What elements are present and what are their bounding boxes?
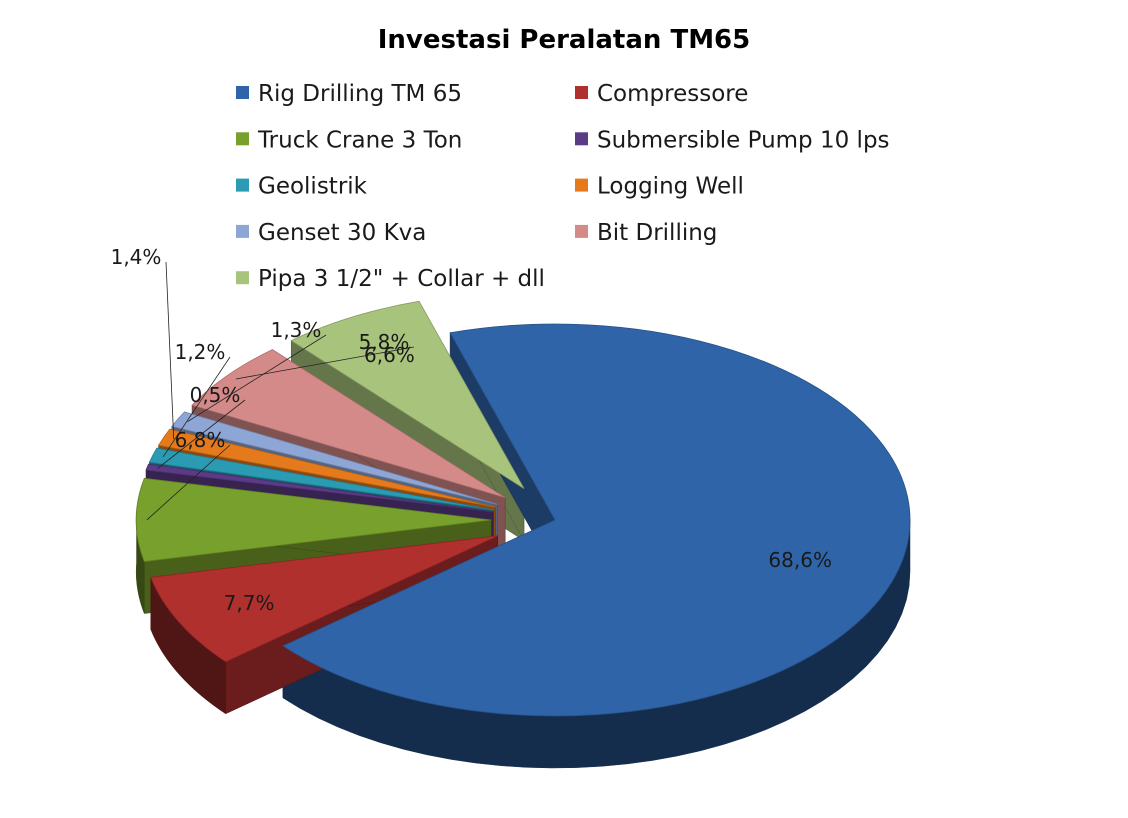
slice-submersible-pump-10-lps [145,463,493,513]
legend-label-rig-drilling-tm-65: Rig Drilling TM 65 [258,81,462,107]
legend-swatch-compressore [575,86,588,99]
legend-swatch-bit-drilling [575,224,588,238]
leader-submersible-pump-10-lps [157,399,246,469]
data-label-genset-30-kva: 1,3% [271,318,322,342]
leader-logging-well [165,261,175,440]
leader-bit-drilling [235,346,415,380]
leader-genset-30-kva [187,334,327,422]
legend-label-bit-drilling: Bit Drilling [597,220,717,246]
legend-swatch-geolistrik [236,178,249,192]
slice-truck-crane-3-ton [135,477,492,562]
data-label-geolistrik: 1,2% [175,340,226,364]
legend-label-pipa-3-1-2-collar-dll: Pipa 3 1/2" + Collar + dll [258,266,545,292]
slice-pipa-3-1-2-collar-dll [290,300,525,489]
legend-swatch-rig-drilling-tm-65 [236,86,249,99]
slice-compressore [150,535,498,663]
data-label-compressore: 7,7% [224,591,275,615]
legend-swatch-genset-30-kva [236,224,249,238]
data-label-truck-crane-3-ton: 6,8% [175,428,226,452]
legend-label-compressore: Compressore [597,81,748,107]
slice-geolistrik [148,447,494,511]
slice-top-layer [135,300,911,717]
data-label-rig-drilling-tm-65: 68,6% [768,548,832,572]
slice-genset-30-kva [171,411,498,505]
slice-rig-drilling-tm-65 [282,323,911,717]
leader-geolistrik [162,356,231,458]
legend-label-truck-crane-3-ton: Truck Crane 3 Ton [257,127,462,153]
legend-label-genset-30-kva: Genset 30 Kva [258,220,426,246]
legend: Rig Drilling TM 65 Compressore Truck Crane… [236,81,890,292]
data-label-pipa-3-1-2-collar-dll: 6,6% [364,343,415,367]
legend-label-submersible-pump-10-lps: Submersible Pump 10 lps [597,127,890,153]
legend-label-geolistrik: Geolistrik [258,174,368,200]
data-label-logging-well: 1,4% [111,245,162,269]
leader-lines [146,261,415,521]
legend-swatch-truck-crane-3-ton [236,132,249,146]
legend-swatch-submersible-pump-10-lps [575,132,588,146]
data-label-submersible-pump-10-lps: 0,5% [190,383,241,407]
chart-title: Investasi Peralatan TM65 [378,25,751,55]
leader-truck-crane-3-ton [146,444,231,521]
legend-swatch-pipa-3-1-2-collar-dll [236,271,249,285]
data-labels: 68,6% 7,7% 6,8% 0,5% 1,2% 1,4% 1,3% 5,8%6,6% [111,245,832,615]
slice-logging-well [157,428,496,508]
legend-swatch-logging-well [575,178,588,192]
data-label-bit-drilling: 5,8% [359,330,410,354]
slice-bit-drilling [191,349,506,498]
legend-label-logging-well: Logging Well [597,174,744,200]
